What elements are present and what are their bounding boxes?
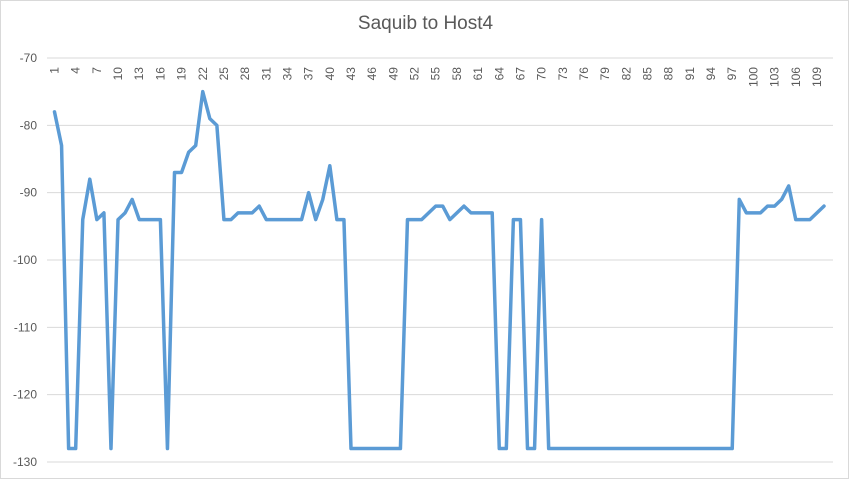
series-line [52,89,826,451]
x-tick-label: 91 [683,67,697,81]
x-tick-label: 79 [598,67,612,81]
y-tick-label: -120 [13,388,37,402]
y-tick-label: -100 [13,253,37,267]
gridlines [47,57,833,463]
x-tick-label: 4 [69,67,83,74]
x-tick-label: 94 [704,67,718,81]
x-tick-label: 16 [153,67,167,81]
y-axis-ticks: -70 -80 -90 -100 -110 -120 -130 [13,51,37,469]
x-tick-label: 73 [556,67,570,81]
x-tick-label: 43 [344,67,358,81]
x-tick-label: 100 [746,67,760,87]
x-tick-label: 97 [725,67,739,81]
x-tick-label: 25 [217,67,231,81]
y-tick-label: -130 [13,455,37,469]
x-tick-label: 106 [789,67,803,87]
x-tick-label: 28 [238,67,252,81]
y-tick-label: -80 [20,118,38,132]
y-tick-label: -90 [20,186,38,200]
x-tick-label: 13 [132,67,146,81]
x-tick-label: 70 [535,67,549,81]
x-tick-label: 7 [90,67,104,74]
x-tick-label: 109 [810,67,824,87]
x-tick-label: 52 [408,67,422,81]
x-tick-label: 76 [577,67,591,81]
x-tick-label: 67 [513,67,527,81]
x-tick-label: 49 [386,67,400,81]
x-tick-label: 37 [302,67,316,81]
x-tick-label: 103 [768,67,782,87]
x-tick-label: 58 [450,67,464,81]
y-tick-label: -110 [14,320,37,334]
x-tick-label: 22 [196,67,210,81]
y-tick-label: -70 [20,51,38,65]
x-tick-label: 1 [48,67,62,74]
x-tick-label: 85 [641,67,655,81]
x-axis-ticks: 1 4 7 10 13 16 19 22 25 28 31 34 37 40 43 46 49 52 55 58 61 6… [48,67,824,87]
x-tick-label: 10 [111,67,125,81]
x-tick-label: 31 [259,67,273,81]
x-tick-label: 40 [323,67,337,81]
x-tick-label: 64 [492,67,506,81]
x-tick-label: 46 [365,67,379,81]
chart-title: Saquib to Host4 [357,13,494,34]
x-tick-label: 82 [619,67,633,81]
x-tick-label: 19 [175,67,189,81]
x-tick-label: 55 [429,67,443,81]
x-tick-label: 61 [471,67,485,81]
series-group [52,89,826,451]
x-tick-label: 88 [662,67,676,81]
x-tick-label: 34 [280,67,294,81]
